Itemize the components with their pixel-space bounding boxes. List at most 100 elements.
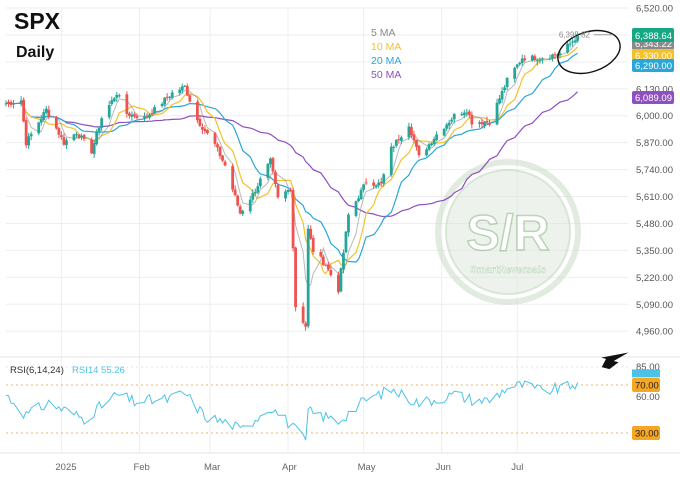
- candle-body: [573, 40, 577, 43]
- time-tick-label: Mar: [204, 462, 220, 473]
- candle-body: [77, 134, 81, 139]
- rsi-legend-value: RSI14 55.26: [72, 365, 125, 376]
- candle-body: [24, 120, 28, 146]
- candle-body: [284, 191, 287, 199]
- candle-body: [203, 128, 207, 132]
- rsi-level-tag-text: 30.00: [635, 429, 659, 440]
- candle-body: [195, 102, 199, 121]
- candle-body: [266, 163, 270, 178]
- candle-body: [153, 107, 156, 114]
- candle-body: [183, 85, 187, 87]
- candle-body: [241, 210, 245, 214]
- candle-body: [143, 116, 146, 119]
- legend-item: 5 MA: [371, 27, 396, 39]
- ma-value-tag-bg: [632, 59, 674, 72]
- watermark-disc: [445, 169, 571, 295]
- candle-body: [12, 103, 15, 105]
- candle-body: [165, 96, 169, 98]
- candle-body: [117, 95, 121, 97]
- time-tick-label: 2025: [55, 462, 76, 473]
- candle-body: [478, 122, 481, 124]
- candle-body: [27, 136, 31, 146]
- candle-body: [145, 115, 149, 117]
- rsi14-line: [5, 380, 579, 441]
- ma10-line: [20, 46, 579, 275]
- legend: 5 MA 10 MA 20 MA 50 MA: [371, 27, 401, 81]
- candle-body: [430, 143, 433, 146]
- time-tick-label: May: [358, 462, 376, 473]
- watermark-logo: S/R SmartReversals: [435, 159, 581, 305]
- candle-body: [432, 138, 436, 145]
- rsi-level-tag-text: 70.00: [635, 381, 659, 392]
- price-tick-label: 5,740.00: [636, 165, 673, 176]
- candle-body: [286, 190, 290, 193]
- candles: [4, 32, 580, 331]
- price-tick-label: 4,960.00: [636, 327, 673, 338]
- candle-body: [412, 134, 416, 141]
- last-price-tag: 6,388.64: [632, 28, 674, 42]
- candle-body: [213, 132, 217, 144]
- candle-body: [518, 62, 522, 65]
- candle-body: [377, 182, 381, 186]
- candle-body: [256, 186, 260, 193]
- time-tick-label: Apr: [282, 462, 297, 473]
- candle-body: [29, 133, 33, 137]
- candle-body: [530, 55, 534, 61]
- candle-body: [127, 113, 131, 116]
- candle-body: [201, 127, 204, 130]
- candle-body: [321, 256, 325, 265]
- candle-body: [485, 120, 489, 123]
- candle-body: [57, 128, 61, 135]
- candle-body: [319, 252, 323, 257]
- price-tick-label: 5,870.00: [636, 138, 673, 149]
- candle-body: [425, 149, 428, 156]
- candle-body: [65, 140, 68, 146]
- last-price-tag-bg: [632, 28, 674, 42]
- ma-value-tag: 6,330.00: [632, 49, 674, 62]
- candle-body: [97, 127, 101, 133]
- rsi-tick-label: 85.00: [636, 362, 660, 373]
- candle-body: [553, 54, 557, 56]
- candle-body: [339, 268, 343, 292]
- candle-body: [558, 53, 562, 56]
- candle-body: [185, 85, 189, 96]
- candle-body: [515, 64, 519, 68]
- candle-body: [324, 264, 328, 266]
- watermark-ring: [435, 159, 581, 305]
- candle-body: [216, 144, 219, 148]
- candle-body: [72, 134, 76, 141]
- candle-body: [291, 190, 295, 249]
- candle-body: [178, 89, 182, 93]
- candle-body: [253, 191, 257, 194]
- candle-body: [9, 101, 13, 105]
- candle-body: [392, 146, 396, 148]
- candle-body: [150, 112, 154, 115]
- chart-title: SPX: [14, 8, 61, 34]
- candle-body: [311, 237, 315, 252]
- ma-value-tag: 6,290.00: [632, 59, 674, 72]
- candle-body: [251, 193, 255, 200]
- price-tick-label: 5,480.00: [636, 219, 673, 230]
- ma20-line: [31, 52, 578, 263]
- candle-body: [442, 128, 446, 136]
- candle-body: [445, 124, 449, 129]
- pointer-arrow-icon: [601, 352, 629, 370]
- candle-body: [133, 114, 136, 117]
- ma-value-tag-bg: [632, 49, 674, 62]
- candle-body: [180, 86, 184, 91]
- candle-body: [233, 189, 237, 196]
- candle-body: [22, 99, 26, 122]
- candle-body: [540, 58, 544, 60]
- candle-body: [513, 67, 517, 79]
- candle-body: [362, 184, 365, 190]
- candle-body: [520, 58, 524, 64]
- candle-body: [248, 199, 252, 212]
- candle-body: [410, 126, 413, 136]
- candle-body: [301, 306, 305, 323]
- candle-body: [399, 137, 403, 141]
- candle-body: [326, 264, 330, 270]
- candle-body: [483, 122, 486, 126]
- time-tick-label: Jun: [436, 462, 451, 473]
- candle-body: [39, 119, 43, 123]
